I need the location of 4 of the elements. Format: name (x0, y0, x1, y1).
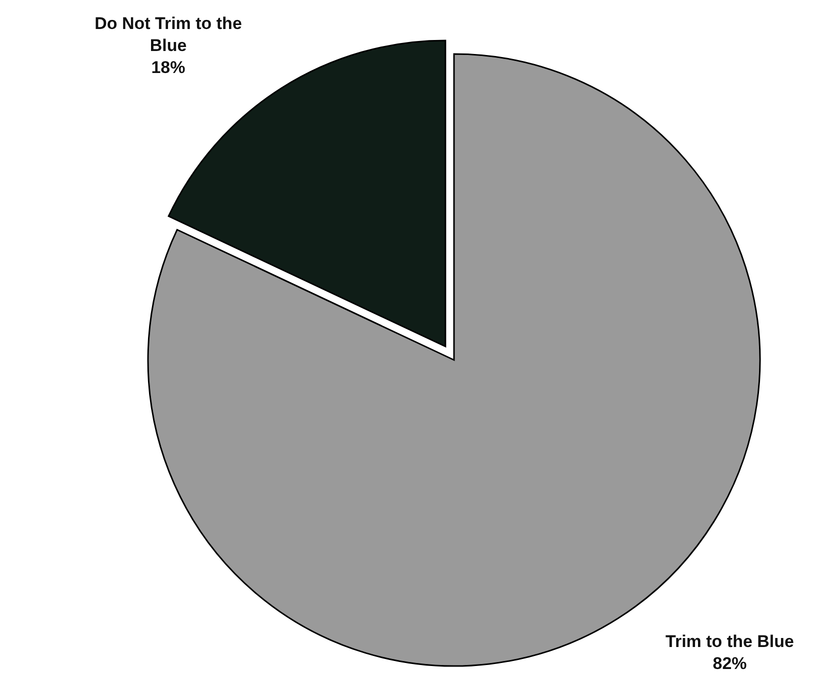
data-label: 18% (151, 58, 186, 78)
slice-label: Do Not Trim to the Blue (94, 14, 242, 56)
data-label: 82% (712, 654, 747, 673)
slice-label: Trim to the Blue (666, 632, 794, 651)
